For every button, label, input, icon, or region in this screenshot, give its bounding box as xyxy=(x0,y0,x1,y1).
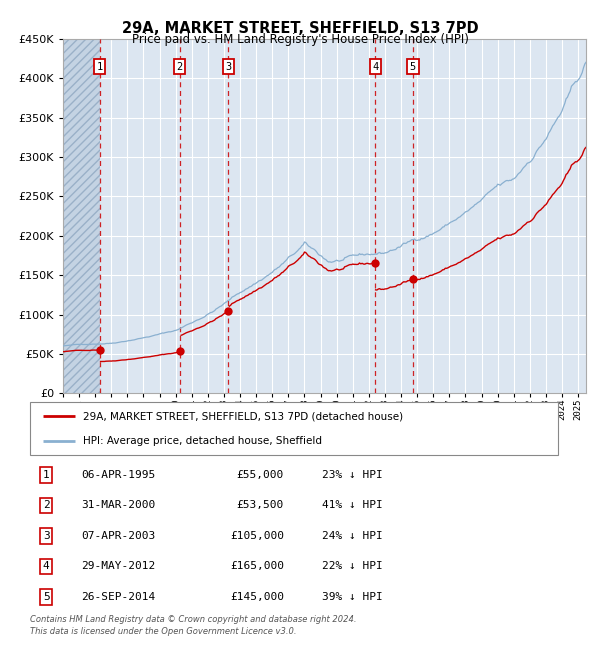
Text: 26-SEP-2014: 26-SEP-2014 xyxy=(82,592,155,602)
Text: 22% ↓ HPI: 22% ↓ HPI xyxy=(322,562,382,571)
Text: 41% ↓ HPI: 41% ↓ HPI xyxy=(322,500,382,510)
Text: 07-APR-2003: 07-APR-2003 xyxy=(82,531,155,541)
Text: 3: 3 xyxy=(225,62,232,72)
Text: 06-APR-1995: 06-APR-1995 xyxy=(82,470,155,480)
Text: 4: 4 xyxy=(373,62,379,72)
Text: 3: 3 xyxy=(43,531,50,541)
Text: 31-MAR-2000: 31-MAR-2000 xyxy=(82,500,155,510)
Text: 5: 5 xyxy=(410,62,416,72)
Text: 2: 2 xyxy=(43,500,50,510)
Text: 29-MAY-2012: 29-MAY-2012 xyxy=(82,562,155,571)
Bar xyxy=(63,39,100,393)
Text: Price paid vs. HM Land Registry's House Price Index (HPI): Price paid vs. HM Land Registry's House … xyxy=(131,32,469,46)
Text: This data is licensed under the Open Government Licence v3.0.: This data is licensed under the Open Gov… xyxy=(30,627,296,636)
Text: 1: 1 xyxy=(43,470,50,480)
Text: 29A, MARKET STREET, SHEFFIELD, S13 7PD (detached house): 29A, MARKET STREET, SHEFFIELD, S13 7PD (… xyxy=(83,411,403,421)
Text: 29A, MARKET STREET, SHEFFIELD, S13 7PD: 29A, MARKET STREET, SHEFFIELD, S13 7PD xyxy=(122,21,478,36)
Text: 2: 2 xyxy=(176,62,183,72)
Text: 1: 1 xyxy=(97,62,103,72)
Text: Contains HM Land Registry data © Crown copyright and database right 2024.: Contains HM Land Registry data © Crown c… xyxy=(30,615,356,624)
Text: 4: 4 xyxy=(43,562,50,571)
Text: 5: 5 xyxy=(43,592,50,602)
Text: £145,000: £145,000 xyxy=(230,592,284,602)
Text: 39% ↓ HPI: 39% ↓ HPI xyxy=(322,592,382,602)
FancyBboxPatch shape xyxy=(30,402,558,455)
Text: £53,500: £53,500 xyxy=(236,500,284,510)
Text: HPI: Average price, detached house, Sheffield: HPI: Average price, detached house, Shef… xyxy=(83,436,322,446)
Text: 23% ↓ HPI: 23% ↓ HPI xyxy=(322,470,382,480)
Text: £165,000: £165,000 xyxy=(230,562,284,571)
Text: £55,000: £55,000 xyxy=(236,470,284,480)
Text: £105,000: £105,000 xyxy=(230,531,284,541)
Text: 24% ↓ HPI: 24% ↓ HPI xyxy=(322,531,382,541)
